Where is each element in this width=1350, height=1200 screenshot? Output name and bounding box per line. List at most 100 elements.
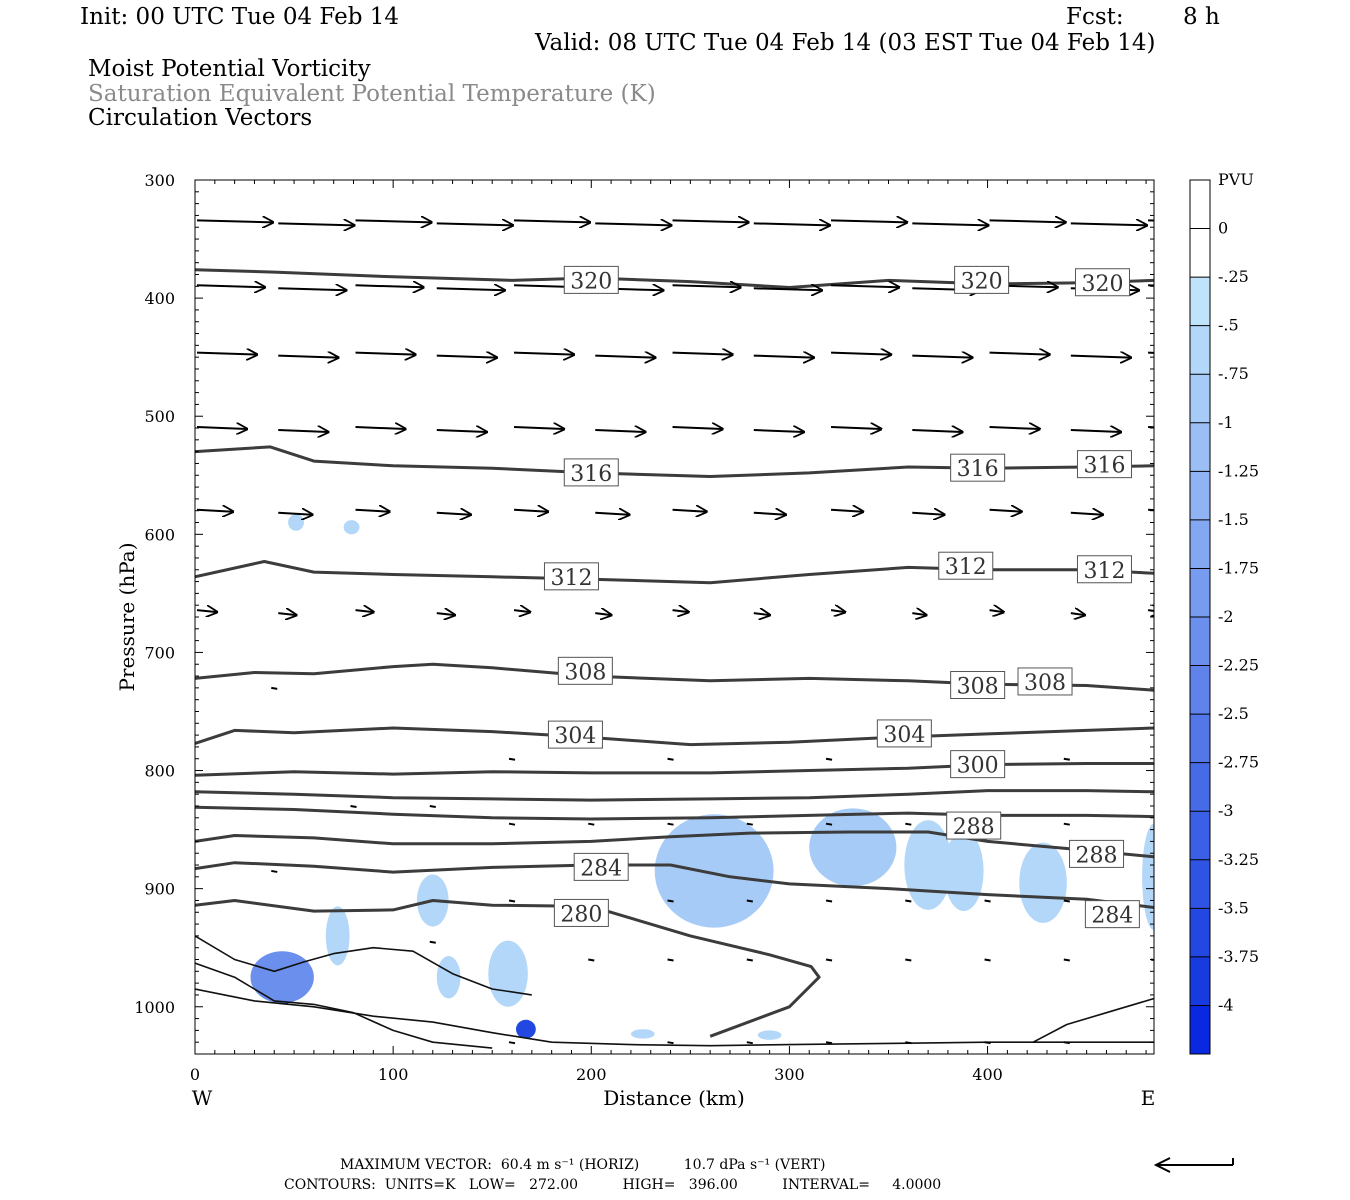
contour-label-box — [950, 750, 1006, 779]
colorbar-swatch — [1190, 714, 1210, 764]
circulation-vector — [355, 427, 406, 429]
theta-es-contour-320 — [195, 268, 1154, 289]
circulation-vector — [905, 1041, 912, 1045]
circulation-vector — [196, 427, 247, 429]
pv-region — [654, 814, 774, 928]
contour-label-text: 312 — [945, 555, 987, 580]
circulation-vector — [831, 353, 891, 355]
pv-region — [436, 955, 461, 999]
contour-label-box — [876, 719, 932, 748]
forecast-label: Fcst: — [1066, 4, 1124, 30]
contour-label-box — [563, 458, 619, 487]
circulation-vector — [753, 356, 814, 358]
colorbar-swatch — [1190, 1005, 1210, 1055]
colorbar-label: -2 — [1218, 607, 1234, 626]
circulation-vector — [905, 899, 912, 903]
contour-label-box — [543, 562, 599, 591]
y-tick-label: 600 — [144, 525, 175, 544]
colorbar-swatch — [1190, 519, 1210, 569]
circulation-vector — [1070, 356, 1131, 358]
colorbar-swatch — [1190, 325, 1210, 375]
circulation-vector — [508, 757, 516, 761]
axes: 300 400 500 600 700 800 900 1000 0 100 200 300 400 — [134, 171, 1154, 1084]
contour-label-text: 308 — [564, 660, 606, 685]
x-axis-east: E — [1141, 1086, 1156, 1110]
pv-region — [1019, 842, 1067, 923]
y-axis-title: Pressure (hPa) — [115, 543, 139, 692]
contour-label: 288 — [946, 811, 1002, 840]
theta-es-contour-312 — [195, 560, 1154, 585]
contour-label-text: 308 — [1024, 671, 1066, 696]
contour-label: 320 — [1074, 268, 1130, 297]
circulation-vector — [278, 430, 328, 432]
contour-label-text: 320 — [961, 269, 1003, 294]
circulation-vector — [1070, 223, 1147, 225]
colorbar-label: -.75 — [1218, 364, 1249, 383]
circulation-vector — [753, 613, 770, 615]
colorbar-label: -1.75 — [1218, 558, 1259, 577]
contour-label-text: 288 — [1076, 843, 1118, 868]
colorbar-swatch — [1190, 908, 1210, 958]
colorbar-swatch — [1190, 762, 1210, 812]
colorbar-swatch — [1190, 277, 1210, 327]
contour-label-box — [1076, 555, 1132, 584]
circulation-vector — [1070, 513, 1103, 515]
circulation-vector — [350, 804, 357, 808]
y-tick-label: 700 — [144, 643, 175, 662]
circulation-vector — [825, 757, 833, 761]
y-tick-label: 800 — [144, 762, 175, 781]
circulation-vector — [436, 288, 505, 290]
contour-label-box — [557, 656, 613, 685]
contour-label-box — [946, 811, 1002, 840]
circulation-vector — [912, 223, 988, 225]
contour-label-box — [547, 720, 603, 749]
circulation-vector — [508, 899, 516, 903]
colorbar-label: -2.75 — [1218, 753, 1259, 772]
colorbar-label: -2.25 — [1218, 656, 1259, 675]
circulation-vector — [830, 510, 863, 512]
circulation-vector — [672, 610, 689, 612]
contour-label: 316 — [950, 453, 1006, 482]
contour-label-box — [1074, 268, 1130, 297]
colorbar-label: -3.75 — [1218, 947, 1259, 966]
y-tick-label: 400 — [144, 289, 175, 308]
contour-label-box — [950, 671, 1006, 700]
contour-label-text: 316 — [957, 457, 999, 482]
x-tick-label: 0 — [190, 1065, 200, 1084]
circulation-vector — [672, 510, 707, 512]
circulation-vector — [278, 288, 346, 290]
colorbar-label: -1.5 — [1218, 510, 1249, 529]
contour-label-text: 320 — [570, 269, 612, 294]
contour-label-text: 280 — [560, 902, 602, 927]
circulation-vector — [595, 430, 645, 432]
pv-region — [943, 830, 984, 912]
circulation-vector — [1070, 430, 1121, 432]
contour-label: 308 — [557, 656, 613, 685]
reference-vector-arrow — [1153, 1157, 1234, 1173]
pv-region — [1142, 823, 1154, 930]
contour-label: 308 — [950, 671, 1006, 700]
circulation-vector — [355, 610, 374, 612]
y-tick-label: 900 — [144, 880, 175, 899]
circulation-vector — [905, 822, 912, 826]
surface-line — [195, 988, 1154, 1047]
x-tick-label: 400 — [972, 1065, 1003, 1084]
y-tick-label: 1000 — [134, 998, 175, 1017]
circulation-vector — [1148, 508, 1154, 512]
circulation-vector — [825, 1041, 833, 1045]
colorbar-swatch — [1190, 374, 1210, 424]
theta-es-contour-308 — [195, 662, 1154, 692]
circulation-vector — [984, 899, 991, 903]
circulation-vector — [508, 822, 516, 826]
pv-region — [757, 1030, 782, 1040]
contour-label: 312 — [1076, 555, 1132, 584]
circulation-vector — [667, 899, 674, 903]
circulation-vector — [672, 220, 749, 222]
contour-label-text: 288 — [953, 815, 995, 840]
pv-region — [325, 906, 350, 966]
circulation-vector — [912, 613, 926, 615]
circulation-vector — [905, 958, 912, 962]
theta-es-contour-284 — [195, 861, 1154, 909]
circulation-vector — [746, 958, 753, 962]
circulation-vector — [753, 430, 804, 432]
